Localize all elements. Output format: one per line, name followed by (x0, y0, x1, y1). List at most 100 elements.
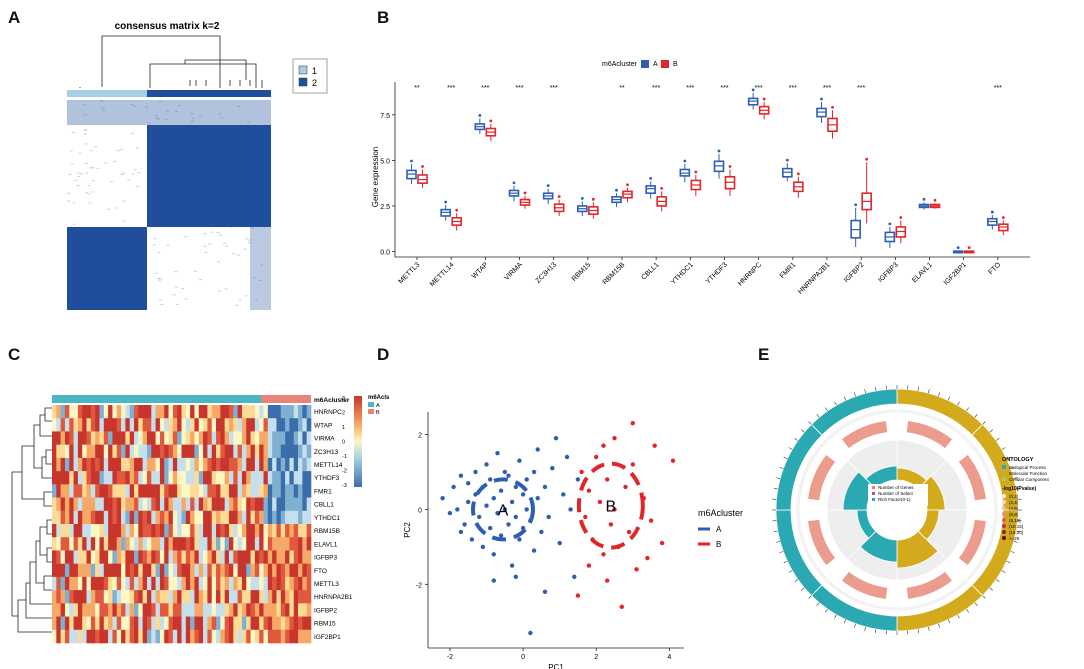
panel-c-cell (302, 616, 307, 631)
panel-d-cluster-label: B (606, 499, 617, 516)
panel-c-cell (134, 484, 139, 498)
panel-b-significance: *** (789, 85, 797, 92)
panel-c-cell (116, 497, 122, 512)
panel-d-point (466, 481, 471, 486)
panel-a-noise-cell (77, 176, 81, 177)
panel-e-pval-label: (10,15] (1009, 524, 1023, 529)
panel-c-cell (298, 524, 303, 538)
panel-c-cell (177, 629, 182, 644)
panel-c-cell (73, 603, 79, 617)
panel-c-cell (108, 603, 113, 617)
panel-d-point (491, 552, 496, 557)
panel-c-cell (224, 444, 230, 459)
panel-c-cell (112, 563, 118, 578)
panel-c-cell (90, 576, 96, 591)
panel-c-cell (302, 418, 307, 432)
panel-a-noise-cell (147, 122, 151, 124)
panel-c-cell (224, 484, 230, 498)
panel-e-outer-tick (773, 487, 778, 490)
panel-c-cell (198, 524, 204, 538)
panel-d-xlabel: PC1 (548, 663, 564, 669)
panel-c-cell (77, 603, 83, 617)
panel-c-cell (129, 603, 135, 617)
panel-a-noise-cell (67, 192, 70, 194)
panel-c-cell (164, 471, 169, 485)
panel-a-noise-cell (96, 167, 100, 169)
panel-c-cell (306, 603, 312, 617)
panel-c-cell (237, 524, 243, 538)
panel-c-cell (190, 590, 195, 604)
panel-c-cell (77, 405, 83, 419)
panel-c-cell (289, 576, 295, 591)
panel-c-cell (125, 497, 130, 512)
panel-e-outer-sector (810, 388, 898, 436)
panel-a-noise-cell (244, 295, 248, 297)
panel-c-cell (116, 457, 122, 472)
panel-d-point (488, 477, 493, 482)
panel-c-cell (125, 457, 130, 472)
panel-c-cell (116, 510, 122, 525)
panel-c-cell (250, 484, 256, 498)
panel-c-cell (172, 418, 178, 432)
panel-a-noise-cell (77, 172, 81, 174)
panel-c-cell (237, 616, 243, 631)
panel-d-point (601, 443, 606, 448)
panel-c-cell (254, 497, 260, 512)
panel-d-point (484, 503, 489, 508)
panel-e-tick-ring (825, 408, 898, 442)
panel-c-cell (259, 590, 264, 604)
panel-a-noise-cell (72, 202, 76, 204)
panel-c-cell (64, 576, 70, 591)
panel-d-cluster-ellipse (470, 477, 535, 542)
panel-c-cell (194, 603, 200, 617)
panel-c-cell (254, 563, 260, 578)
panel-c-cell (108, 444, 113, 459)
panel-c-cell (203, 471, 208, 485)
panel-c-cell (168, 603, 174, 617)
panel-c-color-scale (354, 396, 362, 487)
panel-c-cell (151, 471, 156, 485)
panel-e-outer-tick (938, 623, 941, 628)
panel-c-cell (64, 405, 70, 419)
panel-c-cell (77, 497, 83, 512)
panel-c-cell (194, 576, 200, 591)
panel-c-cell (250, 616, 256, 631)
panel-c-cell (194, 457, 200, 472)
panel-c-cell (285, 497, 290, 512)
panel-c-cell (228, 629, 234, 644)
panel-c-cell (86, 510, 92, 525)
panel-b-outlier (478, 114, 482, 117)
panel-c-cell (280, 616, 286, 631)
panel-d-legend-title: m6Acluster (698, 508, 743, 518)
panel-a-noise-cell (119, 148, 123, 150)
panel-c-cell (86, 590, 92, 604)
panel-c-cell (198, 629, 204, 644)
panel-b-outlier (694, 170, 698, 174)
panel-c-cell (246, 497, 251, 512)
panel-c-cell (216, 510, 221, 525)
panel-c-cell (90, 563, 96, 578)
panel-e-outer-tick (1006, 456, 1011, 460)
panel-c-cell (280, 444, 286, 459)
panel-c-cell (86, 497, 92, 512)
panel-c-cell (99, 616, 105, 631)
panel-d-point (670, 458, 676, 463)
panel-c-cell (125, 563, 130, 578)
panel-c-legend-label-b: B (376, 410, 380, 416)
panel-a-noise-cell (165, 110, 169, 112)
panel-c-cell (151, 484, 156, 498)
panel-a-noise-cell (248, 239, 252, 241)
panel-c-cell (52, 629, 57, 644)
panel-c-cell (298, 629, 303, 644)
panel-c-cell (216, 576, 221, 591)
panel-c-cell (306, 431, 312, 445)
panel-c-cell (298, 510, 303, 525)
panel-c-cell (241, 524, 247, 538)
panel-c-cell (181, 418, 187, 432)
panel-a-noise-cell (203, 245, 207, 247)
panel-c-cell (164, 590, 169, 604)
panel-c-cell (121, 629, 126, 644)
panel-c-cell (228, 550, 234, 564)
panel-c-cell (129, 550, 135, 564)
panel-d-point (513, 574, 518, 579)
